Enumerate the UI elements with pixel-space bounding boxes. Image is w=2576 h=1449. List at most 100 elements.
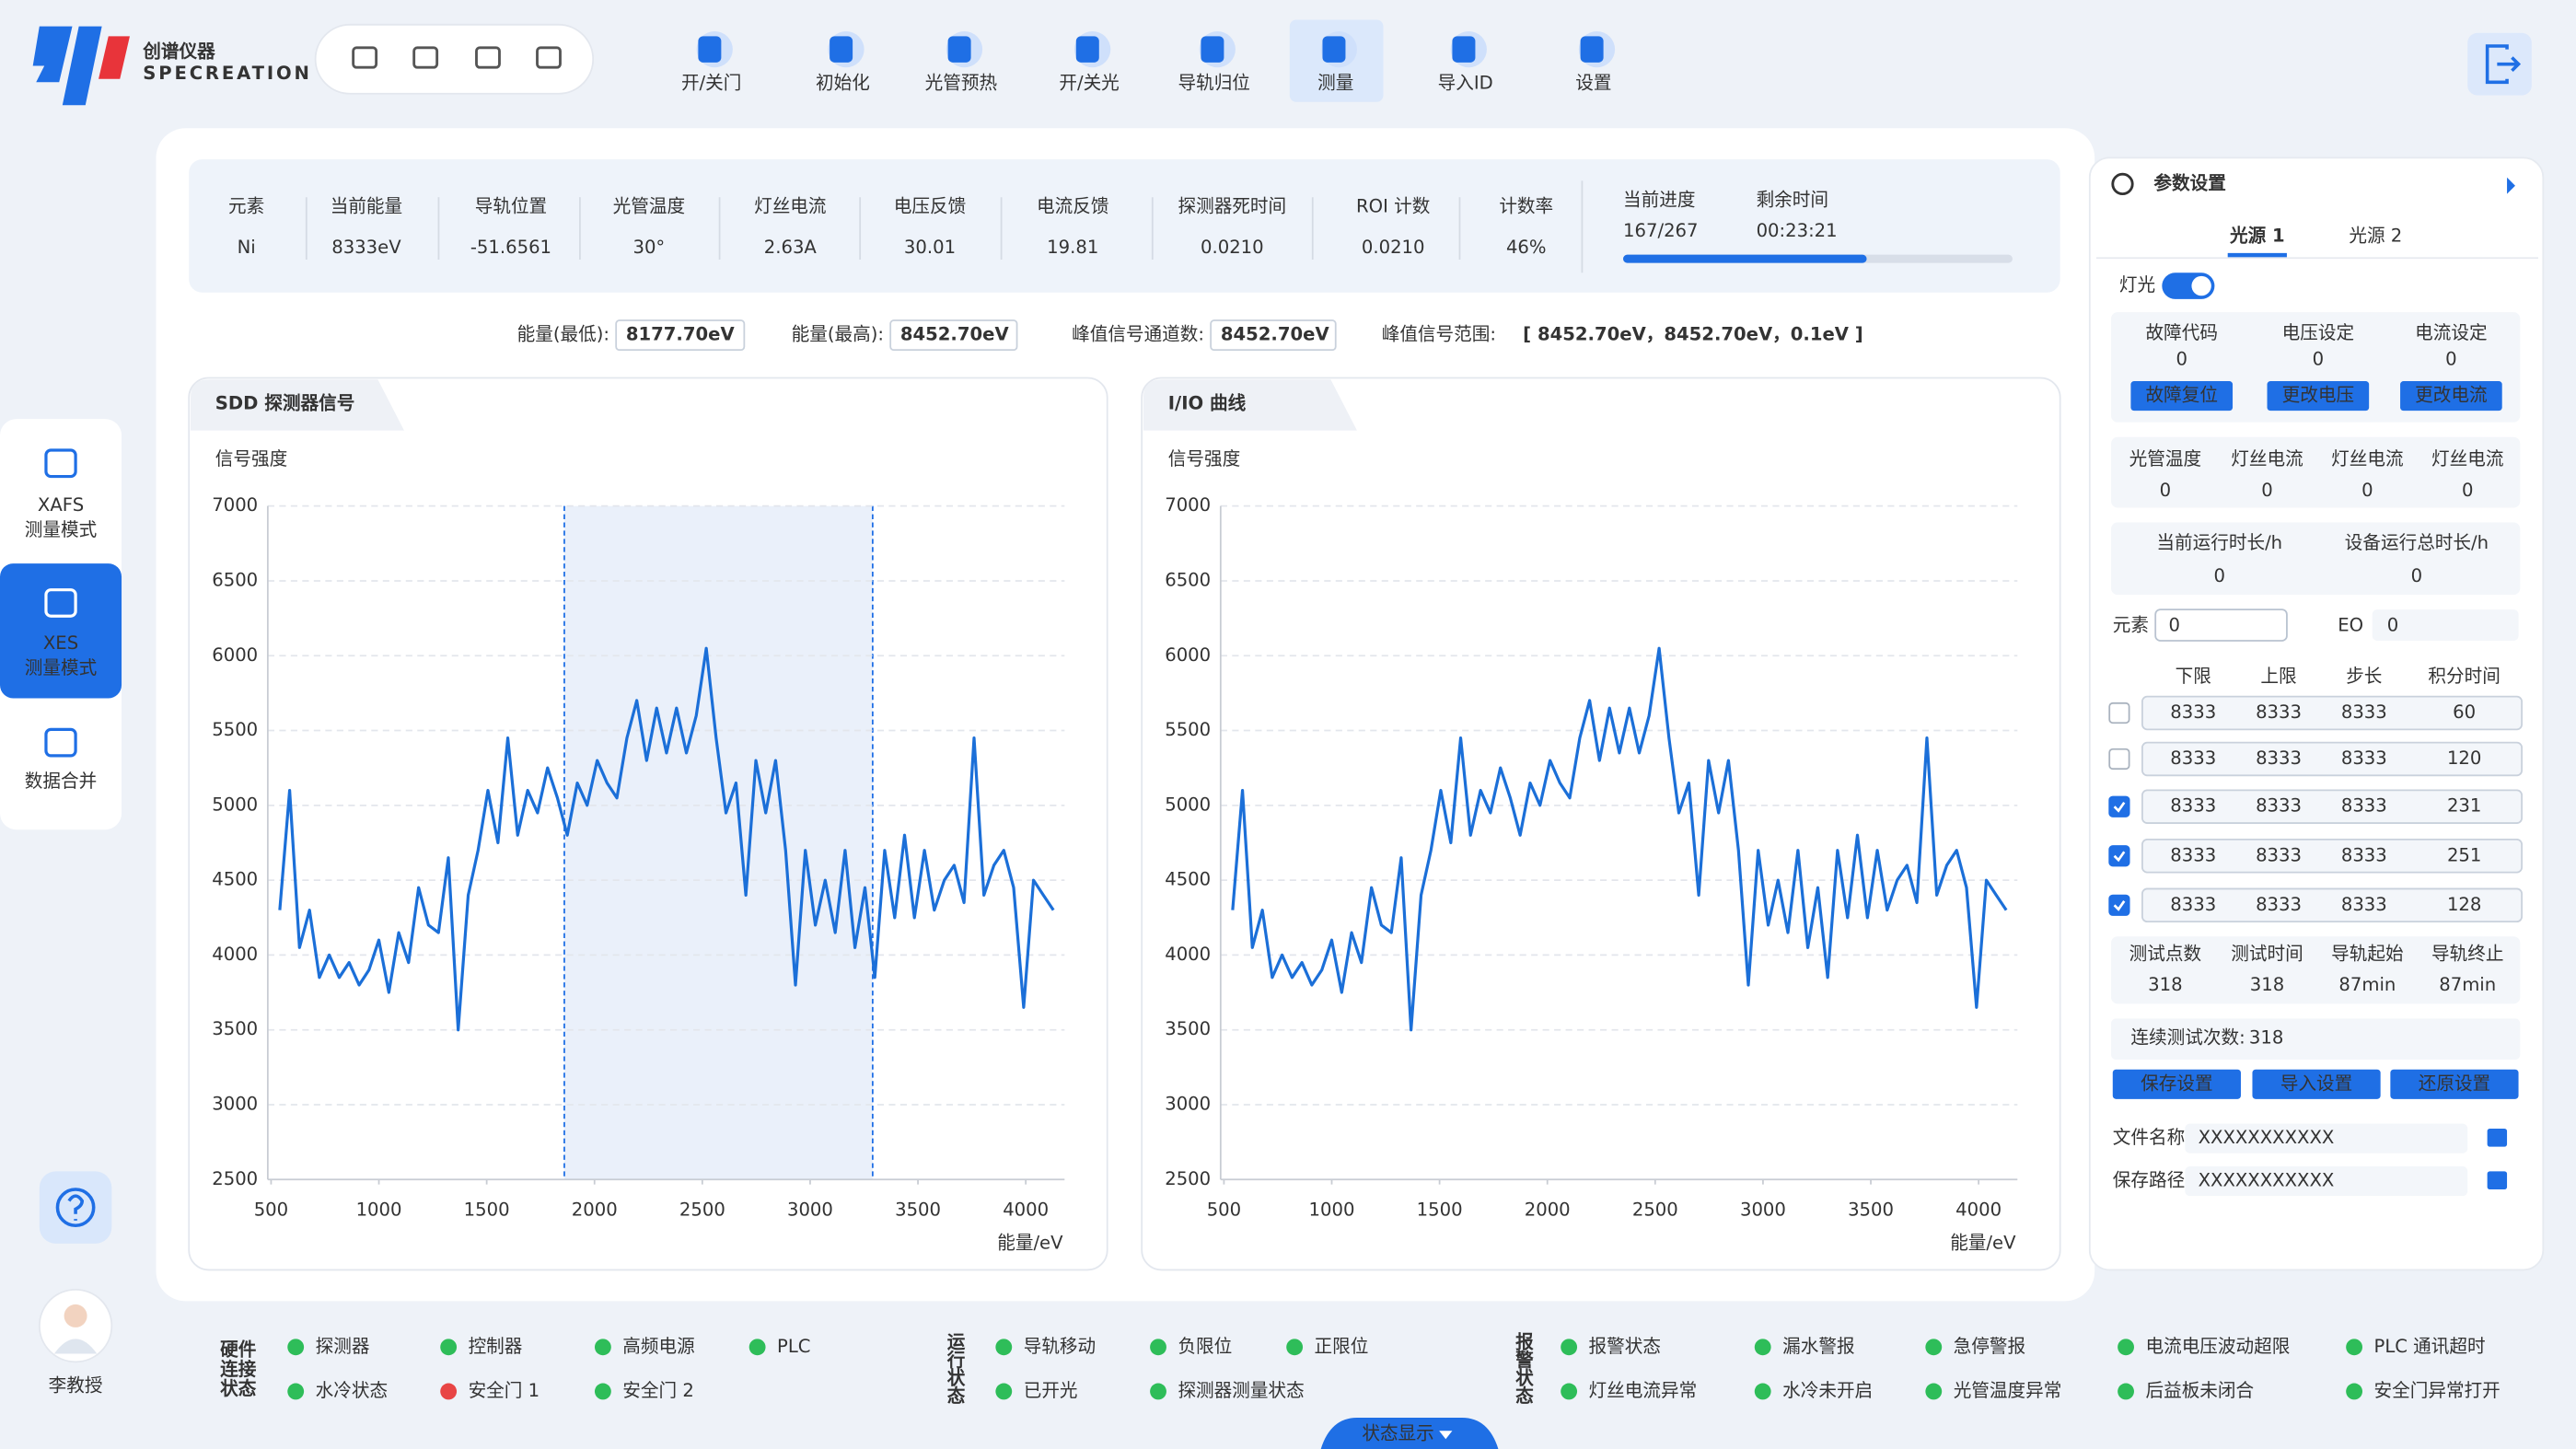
status-label: 已开光 — [1024, 1380, 1078, 1401]
param-block — [2111, 936, 2521, 1004]
range-row — [2141, 695, 2524, 731]
energy-value: 8177.70eV — [626, 324, 736, 345]
file-label: 文件名称 — [2113, 1127, 2185, 1148]
status-toggle[interactable] — [1320, 1418, 1499, 1449]
logo-text: 创谱仪器 — [142, 41, 215, 63]
metric-label: ROI 计数 — [1356, 195, 1431, 216]
row-checkbox[interactable] — [2108, 845, 2130, 867]
element-input[interactable] — [2154, 609, 2288, 642]
param-button[interactable] — [2400, 381, 2502, 412]
eo-value: 0 — [2387, 614, 2398, 635]
row-checkbox[interactable] — [2108, 748, 2130, 771]
mode-icon — [44, 448, 77, 479]
table-header: 积分时间 — [2428, 666, 2500, 687]
mode-sublabel: 测量模式 — [25, 657, 97, 678]
param-label: 测试时间 — [2231, 943, 2303, 964]
save-button[interactable] — [412, 46, 439, 69]
param-label: 光管温度 — [2129, 448, 2201, 469]
y-tick-label: 2500 — [1165, 1168, 1211, 1189]
param-button-label: 更改电压 — [2282, 385, 2354, 406]
row-checkbox[interactable] — [2108, 795, 2130, 817]
param-label: 电流设定 — [2415, 322, 2487, 343]
y-tick-label: 4500 — [212, 869, 258, 890]
open-button[interactable] — [352, 46, 378, 69]
range-cell: 8333 — [2341, 844, 2387, 865]
status-group-title: 状 — [947, 1368, 966, 1389]
toolbar-button[interactable]: 光管预热 — [925, 30, 998, 94]
open-file-button[interactable] — [2487, 1128, 2508, 1147]
y-tick-label: 4500 — [1165, 869, 1211, 890]
status-label: 后益板未闭合 — [2145, 1380, 2254, 1401]
check-mark — [2113, 900, 2126, 911]
y-tick-label: 5500 — [1165, 719, 1211, 740]
table-header: 步长 — [2346, 666, 2382, 687]
toolbar-icon — [1452, 36, 1476, 63]
param-block — [2111, 436, 2521, 508]
chart-title: I/IO 曲线 — [1168, 393, 1247, 414]
toolbar-icon — [1075, 36, 1099, 63]
lamp-label: 灯光 — [2119, 274, 2155, 296]
row-checkbox[interactable] — [2108, 701, 2130, 724]
table-header: 下限 — [2176, 666, 2211, 687]
copy-button[interactable] — [536, 46, 562, 69]
file-toolbar — [314, 23, 595, 95]
toolbar-button[interactable]: 导轨归位 — [1178, 30, 1250, 94]
user-avatar-face — [64, 1304, 87, 1327]
logo-mark — [62, 26, 102, 106]
settings-button[interactable] — [2252, 1069, 2381, 1099]
toolbar-button[interactable]: 测量 — [1317, 30, 1357, 94]
collapse-button[interactable] — [2507, 177, 2515, 194]
y-tick-label: 3000 — [1165, 1093, 1211, 1114]
param-button[interactable] — [2130, 381, 2234, 412]
status-dot — [1754, 1383, 1771, 1400]
save-path-button[interactable] — [2487, 1171, 2508, 1189]
x-tick-label: 2000 — [572, 1200, 618, 1221]
toolbar-icon — [1201, 36, 1224, 63]
status-label: 急停警报 — [1954, 1336, 2025, 1357]
status-dot — [995, 1383, 1013, 1400]
source-tab: 光源 1 — [2229, 226, 2285, 247]
settings-button[interactable] — [2390, 1069, 2519, 1099]
list-button[interactable] — [475, 46, 501, 69]
param-button[interactable] — [2267, 381, 2370, 412]
toolbar-button[interactable]: 设置 — [1575, 30, 1616, 94]
settings-button-label: 导入设置 — [2280, 1072, 2352, 1094]
chart-title: SDD 探测器信号 — [215, 393, 355, 414]
signal-line — [278, 646, 1055, 1032]
user-avatar-body — [53, 1339, 98, 1354]
y-tick-label: 6000 — [212, 644, 258, 666]
toolbar-icon — [1322, 36, 1346, 63]
chart-card — [1141, 377, 2061, 1271]
x-tick-label: 2500 — [679, 1200, 725, 1221]
energy-label: 能量(最低): — [517, 324, 609, 345]
settings-button[interactable] — [2112, 1069, 2241, 1099]
toolbar-button[interactable]: 初始化 — [816, 30, 870, 94]
lamp-knob — [2191, 275, 2211, 296]
param-value: 318 — [2250, 974, 2284, 995]
status-label: 探测器 — [316, 1336, 370, 1357]
status-label: 正限位 — [1315, 1336, 1369, 1357]
toolbar-button[interactable]: 导入ID — [1438, 30, 1493, 94]
status-dot — [748, 1339, 766, 1356]
energy-value: 8452.70eV — [900, 324, 1010, 345]
x-tick-label: 3500 — [1848, 1200, 1894, 1221]
param-value: 0 — [2160, 480, 2171, 501]
status-group-title: 状 — [1515, 1368, 1534, 1389]
toolbar-button[interactable]: 开/关门 — [681, 30, 741, 94]
toolbar-button[interactable]: 开/关光 — [1059, 30, 1120, 94]
metric-value: 0.0210 — [1362, 237, 1425, 258]
mode-icon — [44, 727, 77, 758]
x-axis-label: 能量/eV — [997, 1232, 1063, 1253]
y-axis-label: 信号强度 — [1168, 448, 1240, 469]
row-checkbox[interactable] — [2108, 894, 2130, 916]
status-dot — [995, 1339, 1013, 1356]
x-tick-label: 1000 — [1309, 1200, 1355, 1221]
status-group-title: 态 — [947, 1385, 966, 1407]
file-field — [2185, 1123, 2468, 1153]
metric-value: 0.0210 — [1201, 237, 1264, 258]
status-toggle-caret — [1439, 1431, 1453, 1440]
continuous-value: 318 — [2249, 1026, 2283, 1048]
param-button-label: 故障复位 — [2146, 385, 2218, 406]
range-cell: 8333 — [2256, 894, 2302, 915]
